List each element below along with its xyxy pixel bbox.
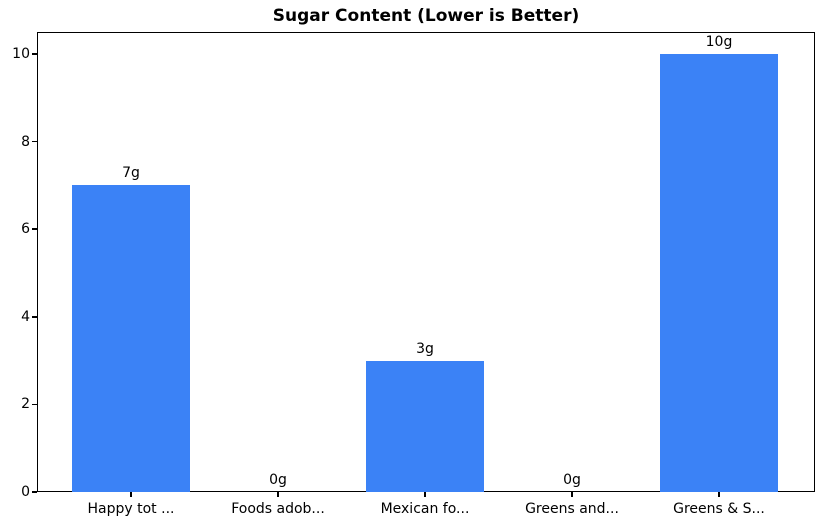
x-tick-label: Happy tot ... [87, 501, 175, 517]
bar-value-label: 7g [122, 165, 140, 182]
x-tick-label: Foods adob... [231, 501, 325, 517]
bar-value-label: 0g [269, 472, 287, 488]
y-tick-label: 0 [21, 484, 30, 500]
x-tick-mark [424, 492, 426, 497]
y-tick-mark [31, 228, 37, 230]
x-tick-mark [130, 492, 132, 497]
x-tick-mark [718, 492, 720, 497]
bar [366, 360, 484, 492]
x-tick-mark [277, 492, 279, 497]
y-tick-label: 2 [21, 396, 30, 413]
chart-title: Sugar Content (Lower is Better) [272, 6, 580, 26]
bar-value-label: 3g [416, 340, 434, 357]
x-tick-mark [571, 492, 573, 497]
y-tick-mark [31, 491, 37, 493]
y-tick-label: 6 [21, 221, 30, 238]
y-tick-mark [31, 316, 37, 318]
y-tick-mark [31, 53, 37, 55]
bar [660, 53, 778, 492]
y-tick-mark [31, 140, 37, 143]
x-tick-label: Greens and... [525, 501, 619, 517]
bar-value-label: 0g [563, 472, 581, 488]
y-tick-label: 8 [21, 133, 30, 150]
x-tick-label: Greens & S... [673, 501, 765, 517]
bar-value-label: 10g [705, 33, 733, 50]
bar [72, 185, 190, 492]
x-tick-label: Mexican fo... [380, 501, 470, 517]
y-tick-label: 10 [12, 45, 30, 62]
y-tick-label: 4 [21, 308, 30, 325]
y-tick-mark [31, 403, 37, 406]
